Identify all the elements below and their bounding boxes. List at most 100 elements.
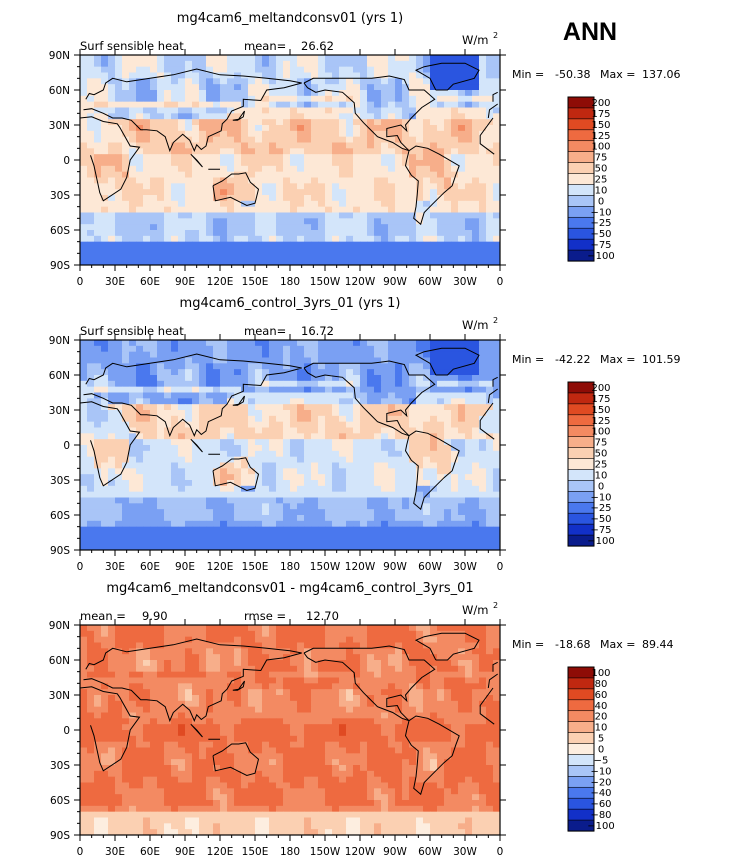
heatmap-cell: [171, 177, 179, 184]
heatmap-cell: [157, 119, 165, 126]
heatmap-cell: [486, 212, 494, 219]
heatmap-cell: [374, 84, 382, 91]
heatmap-cell: [388, 55, 396, 62]
heatmap-cell: [374, 253, 382, 260]
heatmap-cell: [458, 485, 466, 493]
heatmap-cell: [94, 544, 102, 551]
heatmap-cell: [430, 195, 438, 202]
heatmap-cell: [234, 421, 242, 428]
heatmap-cell: [80, 497, 88, 504]
heatmap-cell: [164, 60, 172, 68]
heatmap-cell: [136, 480, 144, 487]
heatmap-cell: [206, 439, 214, 446]
heatmap-cell: [150, 160, 158, 167]
heatmap-cell: [262, 642, 270, 649]
heatmap-cell: [122, 218, 130, 225]
colorbar-swatch: [567, 392, 595, 405]
heatmap-cell: [297, 160, 305, 167]
heatmap-cell: [339, 351, 347, 358]
heatmap-cell: [381, 532, 389, 539]
heatmap-cell: [486, 142, 494, 149]
heatmap-cell: [269, 253, 277, 260]
heatmap-cell: [332, 90, 340, 97]
heatmap-cell: [451, 538, 459, 545]
heatmap-cell: [276, 136, 284, 143]
variable-label: Surf sensible heat: [80, 39, 184, 53]
colorbar-label: −10: [590, 207, 611, 218]
heatmap-cell: [171, 247, 179, 254]
heatmap-cell: [94, 165, 102, 173]
heatmap-cell: [290, 445, 298, 452]
heatmap-cell: [164, 351, 172, 358]
heatmap-cell: [220, 468, 228, 475]
heatmap-cell: [318, 363, 326, 370]
heatmap-cell: [395, 386, 403, 393]
heatmap-cell: [318, 235, 326, 243]
heatmap-cell: [108, 386, 116, 393]
heatmap-cell: [430, 509, 438, 516]
heatmap-cell: [192, 84, 200, 91]
heatmap-cell: [185, 189, 193, 196]
coastline: [212, 172, 260, 207]
heatmap-cell: [395, 398, 403, 405]
heatmap-cell: [115, 456, 123, 463]
heatmap-cell: [122, 415, 130, 423]
heatmap-cell: [276, 195, 284, 202]
heatmap-cell: [178, 526, 186, 533]
heatmap-cell: [178, 625, 186, 632]
heatmap-cell: [276, 351, 284, 358]
heatmap-cell: [213, 218, 221, 225]
heatmap-cell: [332, 241, 340, 248]
heatmap-cell: [353, 130, 361, 138]
heatmap-cell: [409, 404, 417, 411]
heatmap-cell: [108, 357, 116, 364]
heatmap-cell: [318, 107, 326, 114]
heatmap-cell: [248, 497, 256, 504]
heatmap-cell: [332, 253, 340, 260]
heatmap-cell: [360, 160, 368, 167]
heatmap-cell: [458, 421, 466, 428]
heatmap-cell: [136, 380, 144, 388]
heatmap-cell: [129, 648, 137, 655]
heatmap-cell: [458, 375, 466, 382]
heatmap-cell: [416, 392, 424, 399]
heatmap-cell: [108, 130, 116, 138]
heatmap-cell: [241, 520, 249, 528]
heatmap-cell: [206, 648, 214, 655]
heatmap-cell: [157, 445, 165, 452]
heatmap-cell: [101, 113, 109, 120]
heatmap-cell: [94, 101, 102, 108]
heatmap-cell: [479, 520, 487, 528]
heatmap-cell: [437, 421, 445, 428]
heatmap-cell: [297, 491, 305, 498]
heatmap-cell: [122, 544, 130, 551]
heatmap-cell: [213, 503, 221, 510]
heatmap-cell: [213, 642, 221, 649]
heatmap-cells: [80, 55, 501, 266]
heatmap-cell: [94, 212, 102, 219]
heatmap-cell: [220, 392, 228, 399]
heatmap-cell: [465, 630, 473, 638]
heatmap-cell: [185, 253, 193, 260]
heatmap-cell: [227, 520, 235, 528]
heatmap-cell: [185, 538, 193, 545]
heatmap-cell: [374, 654, 382, 661]
heatmap-cell: [199, 515, 207, 522]
heatmap-cell: [101, 101, 109, 108]
heatmap-cell: [122, 375, 130, 382]
heatmap-cell: [367, 636, 375, 643]
heatmap-cell: [409, 392, 417, 399]
heatmap-cell: [388, 398, 396, 405]
colorbar-label: 50: [595, 164, 608, 175]
heatmap-cell: [171, 345, 179, 353]
heatmap-cell: [409, 636, 417, 643]
heatmap-cell: [269, 415, 277, 423]
heatmap-cell: [374, 66, 382, 73]
heatmap-cell: [199, 474, 207, 481]
heatmap-cell: [234, 224, 242, 231]
heatmap-cell: [493, 340, 501, 347]
heatmap-cell: [360, 654, 368, 661]
heatmap-cell: [80, 421, 88, 428]
heatmap-cell: [353, 532, 361, 539]
heatmap-cell: [255, 183, 263, 190]
